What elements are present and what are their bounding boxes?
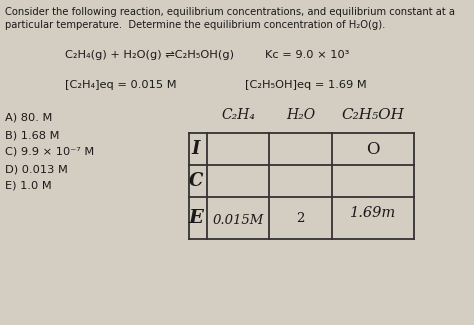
Text: C₂H₄(g) + H₂O(g) ⇌C₂H₅OH(g): C₂H₄(g) + H₂O(g) ⇌C₂H₅OH(g) — [65, 50, 234, 60]
Text: E: E — [189, 209, 203, 227]
Text: A) 80. M: A) 80. M — [5, 113, 52, 123]
Text: [C₂H₅OH]eq = 1.69 M: [C₂H₅OH]eq = 1.69 M — [245, 80, 367, 90]
Text: particular temperature.  Determine the equilibrium concentration of H₂O(g).: particular temperature. Determine the eq… — [5, 20, 385, 30]
Text: C: C — [189, 172, 203, 190]
Text: 0.015M: 0.015M — [212, 214, 264, 227]
Text: Consider the following reaction, equilibrium concentrations, and equilibrium con: Consider the following reaction, equilib… — [5, 7, 455, 17]
Text: [C₂H₄]eq = 0.015 M: [C₂H₄]eq = 0.015 M — [65, 80, 177, 90]
Text: Kᴄ = 9.0 × 10³: Kᴄ = 9.0 × 10³ — [265, 50, 349, 60]
Text: H₂O: H₂O — [286, 108, 315, 122]
Text: B) 1.68 M: B) 1.68 M — [5, 130, 60, 140]
Text: C₂H₅OH: C₂H₅OH — [342, 108, 404, 122]
Text: 2: 2 — [296, 212, 305, 225]
Text: E) 1.0 M: E) 1.0 M — [5, 181, 52, 191]
Text: 1.69m: 1.69m — [350, 206, 396, 220]
Text: C) 9.9 × 10⁻⁷ M: C) 9.9 × 10⁻⁷ M — [5, 147, 94, 157]
Text: D) 0.013 M: D) 0.013 M — [5, 164, 68, 174]
Text: O: O — [366, 140, 380, 158]
Text: I: I — [192, 140, 200, 158]
Text: C₂H₄: C₂H₄ — [221, 108, 255, 122]
